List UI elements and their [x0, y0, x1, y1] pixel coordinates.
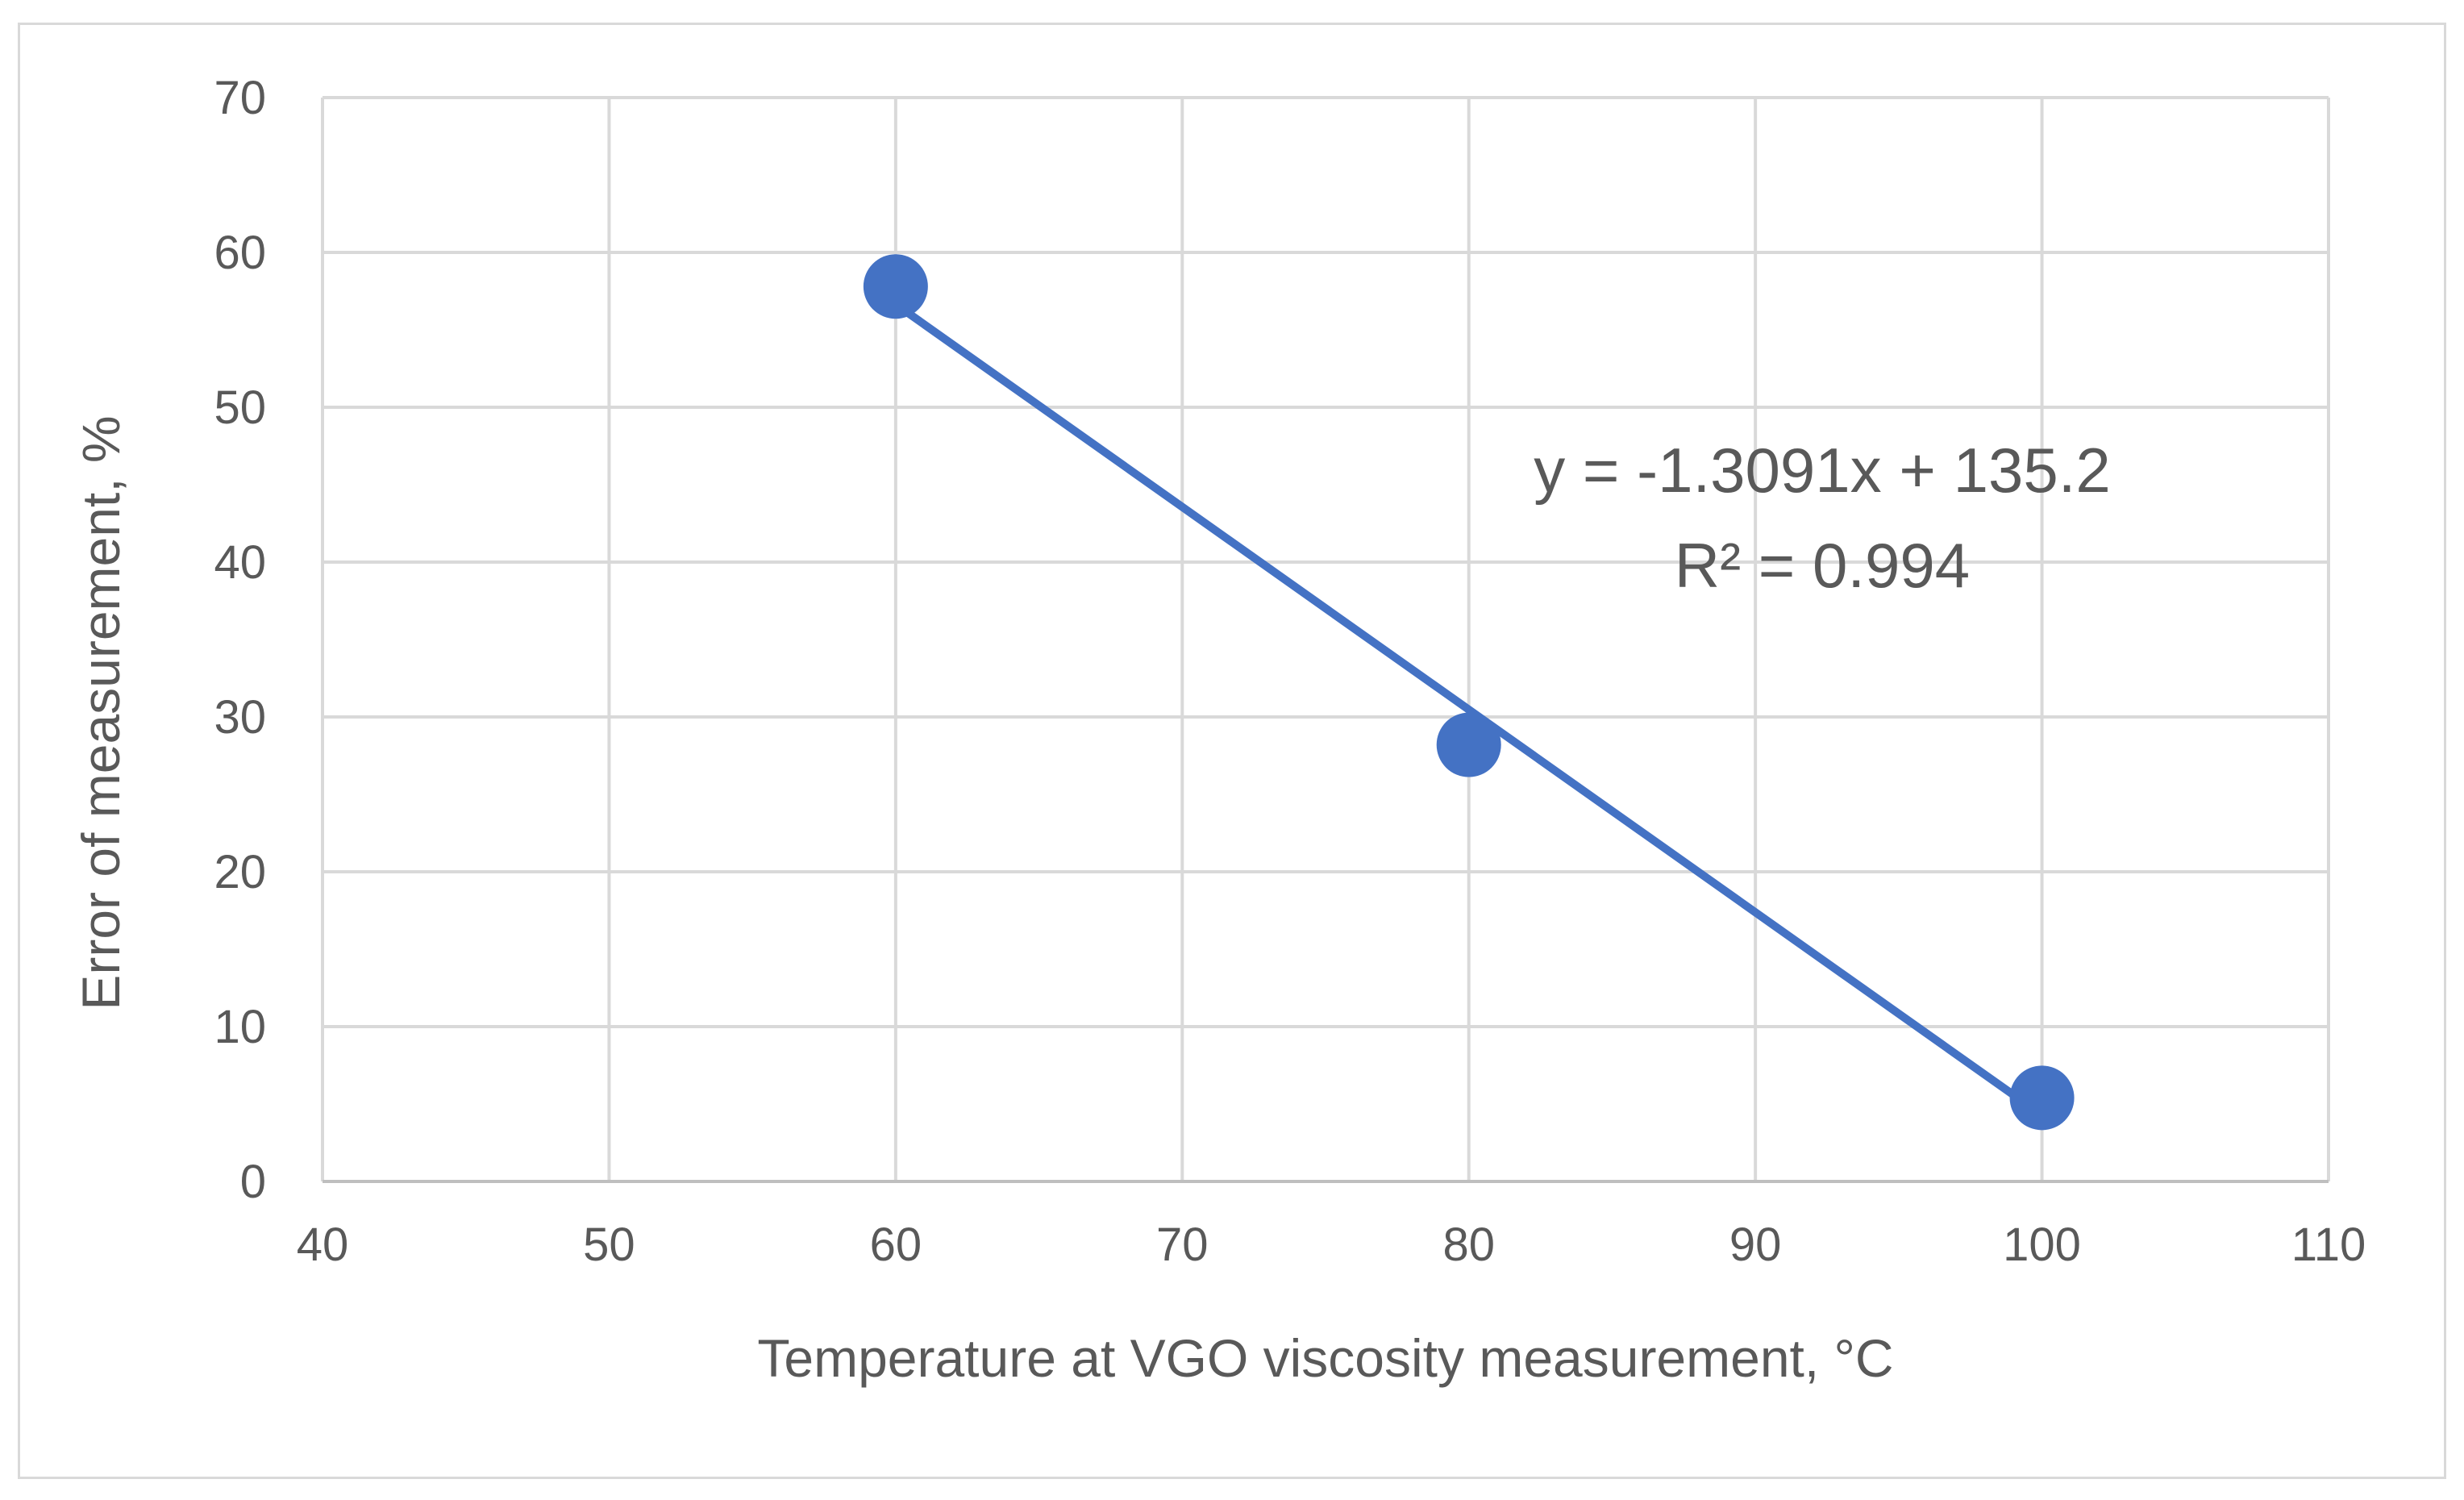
y-axis-tick-labels: 0 10 20 30 40 50 60 70 — [214, 72, 266, 1208]
y-tick-label: 60 — [214, 227, 266, 279]
trendline-layer — [891, 300, 2046, 1119]
x-tick-label: 70 — [1156, 1219, 1209, 1271]
x-tick-label: 110 — [2291, 1219, 2366, 1271]
data-point — [1436, 712, 1501, 777]
y-tick-label: 20 — [214, 846, 266, 898]
y-tick-label: 10 — [214, 1001, 266, 1053]
x-tick-label: 60 — [870, 1219, 922, 1271]
y-tick-label: 30 — [214, 691, 266, 744]
trendline — [891, 300, 2046, 1119]
x-tick-label: 80 — [1442, 1219, 1495, 1271]
y-axis-title: Error of measurement, % — [71, 415, 131, 1010]
x-axis-title: Temperature at VGO viscosity measurement… — [757, 1328, 1893, 1388]
y-tick-label: 0 — [240, 1156, 266, 1208]
data-points — [863, 254, 2075, 1131]
data-point — [2009, 1065, 2075, 1131]
x-tick-label: 100 — [2003, 1219, 2081, 1271]
x-tick-label: 40 — [297, 1219, 349, 1271]
x-tick-label: 90 — [1729, 1219, 1782, 1271]
gridlines — [321, 96, 2330, 1181]
trendline-equation: y = -1.3091x + 135.2 — [1534, 435, 2111, 506]
data-point — [863, 254, 928, 319]
x-axis-tick-labels: 40 50 60 70 80 90 100 110 — [297, 1219, 2366, 1271]
y-tick-label: 40 — [214, 536, 266, 589]
y-tick-label: 50 — [214, 381, 266, 434]
trendline-r-squared: R² = 0.994 — [1675, 530, 1970, 601]
x-tick-label: 50 — [583, 1219, 635, 1271]
y-tick-label: 70 — [214, 72, 266, 124]
